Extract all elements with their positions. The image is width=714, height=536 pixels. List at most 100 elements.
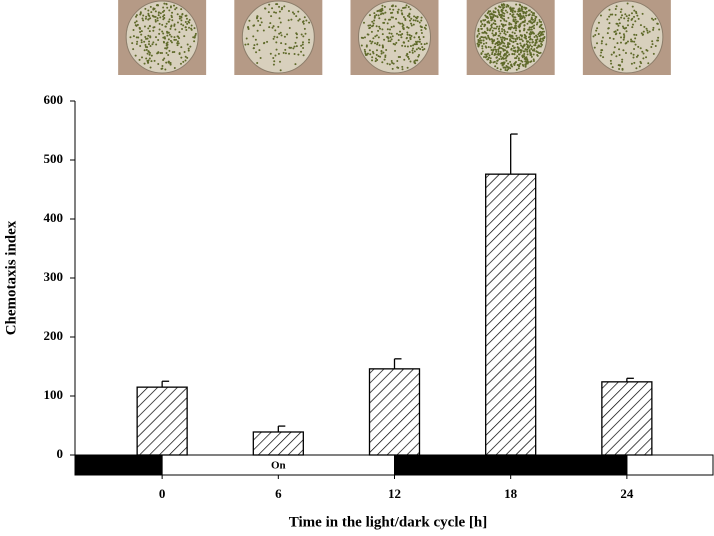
worm-dot	[505, 59, 508, 62]
worm-dot	[180, 23, 183, 26]
worm-dot	[499, 36, 502, 39]
worm-dot	[163, 57, 166, 60]
worm-dot	[648, 30, 651, 33]
worm-dot	[540, 27, 543, 30]
worm-dot	[511, 65, 514, 68]
worm-dot	[608, 37, 611, 40]
worm-dot	[482, 36, 485, 39]
worm-dot	[491, 32, 494, 35]
worm-dot	[139, 45, 142, 48]
worm-dot	[392, 25, 395, 28]
worm-dot	[173, 24, 176, 27]
worm-dot	[275, 41, 278, 44]
worm-dot	[404, 45, 407, 48]
worm-dot	[541, 30, 544, 33]
worm-dot	[641, 12, 644, 15]
worm-dot	[483, 55, 486, 58]
worm-dot	[274, 54, 277, 57]
worm-dot	[273, 60, 276, 63]
worm-dot	[182, 24, 185, 27]
worm-dot	[416, 59, 419, 62]
worm-dot	[180, 16, 183, 19]
worm-dot	[397, 33, 400, 36]
worm-dot	[625, 15, 628, 18]
worm-dot	[505, 5, 508, 8]
worm-dot	[379, 13, 382, 16]
worm-dot	[412, 19, 415, 22]
worm-dot	[371, 20, 374, 23]
worm-dot	[528, 38, 531, 41]
worm-dot	[139, 27, 142, 30]
worm-dot	[530, 47, 533, 50]
bar	[136, 386, 188, 456]
worm-dot	[502, 54, 505, 57]
worm-dot	[377, 29, 380, 32]
worm-dot	[371, 56, 374, 59]
worm-dot	[194, 32, 197, 35]
worm-dot	[147, 43, 150, 46]
worm-dot	[523, 28, 526, 31]
worm-dot	[279, 21, 282, 24]
worm-dot	[518, 64, 521, 67]
worm-dot	[375, 25, 378, 28]
worm-dot	[272, 37, 275, 40]
worm-dot	[600, 40, 603, 43]
worm-dot	[187, 20, 190, 23]
worm-dot	[654, 45, 657, 48]
worm-dot	[626, 40, 629, 43]
worm-dot	[511, 35, 514, 38]
worm-dot	[640, 62, 643, 65]
worm-dot	[521, 17, 524, 20]
worm-dot	[496, 44, 499, 47]
worm-dot	[244, 43, 247, 46]
worm-dot	[498, 25, 501, 28]
worm-dot	[135, 20, 138, 23]
worm-dot	[500, 4, 503, 7]
worm-dot	[271, 7, 274, 10]
worm-dot	[369, 24, 372, 27]
worm-dot	[415, 17, 418, 20]
worm-dot	[646, 31, 649, 34]
worm-dot	[519, 51, 522, 54]
worm-dot	[283, 35, 286, 38]
worm-dot	[532, 58, 535, 61]
worm-dot	[494, 15, 497, 18]
worm-dot	[527, 46, 530, 49]
worm-dot	[400, 36, 403, 39]
worm-dot	[503, 12, 506, 15]
worm-dot	[161, 23, 164, 26]
worm-dot	[149, 5, 152, 8]
worm-dot	[630, 52, 633, 55]
cycle-label: Off	[503, 460, 519, 472]
worm-dot	[536, 54, 539, 57]
worm-dot	[594, 33, 597, 36]
worm-dot	[423, 43, 426, 46]
worm-dot	[610, 62, 613, 65]
worm-dot	[518, 3, 521, 6]
worm-dot	[161, 52, 164, 55]
worm-dot	[512, 19, 515, 22]
worm-dot	[488, 13, 491, 16]
worm-dot	[518, 38, 521, 41]
worm-dot	[406, 14, 409, 17]
worm-dot	[252, 24, 255, 27]
worm-dot	[419, 48, 422, 51]
worm-dot	[631, 17, 634, 20]
worm-dot	[174, 28, 177, 31]
worm-dot	[500, 9, 503, 12]
worm-dot	[500, 23, 503, 26]
worm-dot	[377, 36, 380, 39]
worm-dot	[533, 27, 536, 30]
worm-dot	[181, 28, 184, 31]
worm-dot	[488, 21, 491, 24]
worm-dot	[514, 57, 517, 60]
worm-dot	[502, 45, 505, 48]
worm-dot	[417, 47, 420, 50]
worm-dot	[536, 46, 539, 49]
worm-dot	[308, 21, 311, 24]
worm-dot	[656, 22, 659, 25]
worm-dot	[402, 6, 405, 9]
worm-dot	[519, 24, 522, 27]
worm-dot	[402, 41, 405, 44]
worm-dot	[530, 55, 533, 58]
